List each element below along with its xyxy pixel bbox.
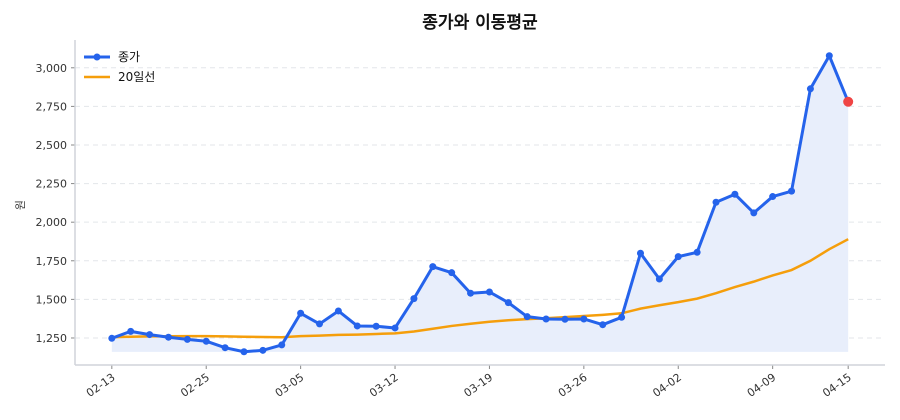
close-point	[164, 333, 172, 341]
close-point	[221, 344, 229, 352]
y-tick-label: 2,500	[36, 139, 68, 152]
close-point	[674, 253, 682, 261]
x-tick-label: 03-26	[556, 371, 590, 400]
close-point	[316, 320, 324, 328]
close-point	[334, 307, 342, 315]
close-point	[297, 309, 305, 317]
close-point	[259, 346, 267, 354]
x-tick-label: 03-05	[273, 371, 307, 400]
close-point	[731, 190, 739, 198]
close-point	[146, 331, 154, 339]
close-point	[712, 198, 720, 206]
y-tick-label: 1,750	[36, 255, 68, 268]
x-tick-label: 02-13	[84, 371, 118, 400]
close-point	[372, 322, 380, 330]
close-point	[599, 321, 607, 329]
close-point	[580, 315, 588, 323]
y-tick-label: 2,250	[36, 178, 68, 191]
legend-close-label: 종가	[118, 50, 140, 64]
close-point	[618, 313, 626, 321]
x-tick-label: 04-02	[650, 371, 684, 400]
legend-close-marker	[93, 53, 101, 61]
close-point	[636, 249, 644, 257]
close-point	[825, 52, 833, 60]
close-point	[448, 269, 456, 277]
ma20-line	[111, 238, 849, 339]
close-point	[127, 327, 135, 335]
close-point	[108, 334, 116, 342]
close-point	[750, 209, 758, 217]
y-tick-label: 3,000	[36, 62, 68, 75]
close-point	[693, 248, 701, 256]
x-tick-label: 02-25	[178, 371, 212, 400]
close-point	[561, 315, 569, 323]
legend: 종가 20일선	[84, 50, 155, 84]
close-point	[240, 348, 248, 356]
close-area-fill	[111, 55, 849, 352]
close-point	[769, 193, 777, 201]
x-tick-label: 03-19	[462, 371, 496, 400]
close-point	[467, 289, 475, 297]
x-tick-label: 04-15	[820, 371, 854, 400]
close-point	[504, 299, 512, 307]
close-point	[485, 288, 493, 296]
close-point	[353, 322, 361, 330]
chart-title: 종가와 이동평균	[422, 13, 538, 33]
close-point	[806, 85, 814, 93]
close-point	[183, 335, 191, 343]
x-tick-label: 04-09	[745, 371, 779, 400]
y-tick-label: 1,500	[36, 293, 68, 306]
close-line	[111, 54, 850, 354]
close-point	[523, 313, 531, 321]
close-point	[655, 275, 663, 283]
legend-ma20-label: 20일선	[118, 70, 155, 84]
close-point	[391, 324, 399, 332]
last-close-marker	[843, 96, 854, 107]
y-axis-label: 원	[14, 200, 27, 210]
close-point	[429, 263, 437, 271]
close-point	[788, 187, 796, 195]
close-point	[542, 315, 550, 323]
y-tick-label: 1,250	[36, 332, 68, 345]
close-point	[278, 341, 286, 349]
close-point	[410, 295, 418, 303]
close-point	[202, 337, 210, 345]
y-tick-label: 2,000	[36, 216, 68, 229]
y-tick-label: 2,750	[36, 100, 68, 113]
x-tick-label: 03-12	[367, 371, 401, 400]
